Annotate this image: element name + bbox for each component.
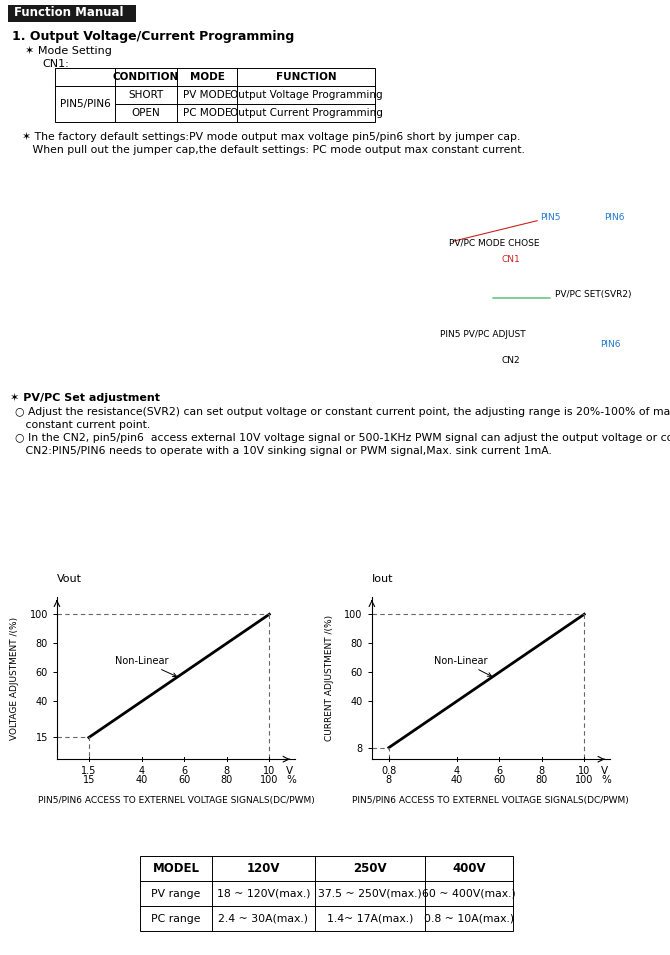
- Text: ✶ The factory default settings:PV mode output max voltage pin5/pin6 short by jum: ✶ The factory default settings:PV mode o…: [22, 132, 521, 142]
- Text: PV MODE: PV MODE: [183, 90, 231, 100]
- Text: CURRENT ADJUSTMENT /(%): CURRENT ADJUSTMENT /(%): [324, 615, 334, 741]
- Text: ✶ PV/PC Set adjustment: ✶ PV/PC Set adjustment: [10, 393, 160, 403]
- Text: PIN6: PIN6: [600, 340, 620, 349]
- Text: Non-Linear: Non-Linear: [434, 656, 492, 676]
- Text: 60: 60: [178, 775, 190, 785]
- Text: 60 ~ 400V(max.): 60 ~ 400V(max.): [422, 888, 516, 899]
- Text: 40: 40: [451, 775, 463, 785]
- Text: PIN5: PIN5: [540, 213, 561, 222]
- Text: 18 ~ 120V(max.): 18 ~ 120V(max.): [217, 888, 310, 899]
- Text: PV range: PV range: [151, 888, 201, 899]
- Text: 8: 8: [539, 767, 545, 776]
- Text: %: %: [286, 775, 296, 785]
- Text: CN1: CN1: [501, 255, 520, 264]
- Text: VOLTAGE ADJUSTMENT /(%): VOLTAGE ADJUSTMENT /(%): [9, 617, 19, 739]
- Text: MODEL: MODEL: [153, 862, 200, 875]
- Text: When pull out the jumper cap,the default settings: PC mode output max constant c: When pull out the jumper cap,the default…: [22, 145, 525, 155]
- Text: 100: 100: [575, 775, 594, 785]
- Text: PIN6: PIN6: [604, 213, 624, 222]
- Text: PIN5/PIN6 ACCESS TO EXTERNEL VOLTAGE SIGNALS(DC/PWM): PIN5/PIN6 ACCESS TO EXTERNEL VOLTAGE SIG…: [352, 796, 629, 804]
- Text: 250V: 250V: [353, 862, 387, 875]
- Text: 400V: 400V: [452, 862, 486, 875]
- Text: ○ Adjust the resistance(SVR2) can set output voltage or constant current point, : ○ Adjust the resistance(SVR2) can set ou…: [15, 407, 670, 417]
- Text: 2.4 ~ 30A(max.): 2.4 ~ 30A(max.): [218, 914, 308, 923]
- Text: 60: 60: [493, 775, 505, 785]
- Text: 6: 6: [496, 767, 502, 776]
- Text: 4: 4: [454, 767, 460, 776]
- Text: SHORT: SHORT: [129, 90, 163, 100]
- Text: V: V: [601, 767, 608, 776]
- Text: PV/PC MODE CHOSE: PV/PC MODE CHOSE: [449, 238, 539, 247]
- Text: MODE: MODE: [190, 72, 224, 82]
- Text: PIN5/PIN6 ACCESS TO EXTERNEL VOLTAGE SIGNALS(DC/PWM): PIN5/PIN6 ACCESS TO EXTERNEL VOLTAGE SIG…: [38, 796, 314, 804]
- Text: constant current point.: constant current point.: [15, 420, 150, 430]
- Text: 100: 100: [260, 775, 279, 785]
- Text: OPEN: OPEN: [131, 108, 160, 118]
- Text: Non-Linear: Non-Linear: [115, 656, 177, 676]
- Text: Iout: Iout: [372, 574, 393, 584]
- Text: FUNCTION: FUNCTION: [275, 72, 336, 82]
- Text: 120V: 120V: [247, 862, 280, 875]
- Text: CN2:PIN5/PIN6 needs to operate with a 10V sinking signal or PWM signal,Max. sink: CN2:PIN5/PIN6 needs to operate with a 10…: [15, 446, 552, 456]
- Text: Output Voltage Programming: Output Voltage Programming: [230, 90, 383, 100]
- Text: ○ In the CN2, pin5/pin6  access external 10V voltage signal or 500-1KHz PWM sign: ○ In the CN2, pin5/pin6 access external …: [15, 433, 670, 443]
- Text: 4: 4: [139, 767, 145, 776]
- Text: 0.8 ~ 10A(max.): 0.8 ~ 10A(max.): [424, 914, 514, 923]
- Text: ✶ Mode Setting: ✶ Mode Setting: [25, 46, 112, 56]
- Text: 1.5: 1.5: [81, 767, 96, 776]
- Text: PV/PC SET(SVR2): PV/PC SET(SVR2): [555, 290, 632, 299]
- Text: PC range: PC range: [151, 914, 201, 923]
- Text: CN1:: CN1:: [42, 59, 69, 69]
- Bar: [140, 856, 513, 931]
- Text: 1. Output Voltage/Current Programming: 1. Output Voltage/Current Programming: [12, 30, 294, 43]
- Text: 80: 80: [535, 775, 548, 785]
- Text: 8: 8: [224, 767, 230, 776]
- Text: 10: 10: [263, 767, 275, 776]
- Text: Output Current Programming: Output Current Programming: [230, 108, 383, 118]
- Text: 40: 40: [136, 775, 148, 785]
- Text: 1.4~ 17A(max.): 1.4~ 17A(max.): [327, 914, 413, 923]
- Text: Function Manual: Function Manual: [14, 6, 123, 18]
- Text: Vout: Vout: [57, 574, 82, 584]
- Text: 80: 80: [220, 775, 233, 785]
- Text: PIN5/PIN6: PIN5/PIN6: [60, 99, 111, 109]
- Text: 15: 15: [82, 775, 95, 785]
- Bar: [8, 5, 136, 22]
- Text: V: V: [286, 767, 293, 776]
- Text: CONDITION: CONDITION: [113, 72, 179, 82]
- Text: 8: 8: [386, 775, 392, 785]
- Text: PC MODE: PC MODE: [183, 108, 231, 118]
- Text: 37.5 ~ 250V(max.): 37.5 ~ 250V(max.): [318, 888, 422, 899]
- Bar: [55, 68, 375, 122]
- Text: 6: 6: [182, 767, 188, 776]
- Text: 10: 10: [578, 767, 590, 776]
- Text: CN2: CN2: [501, 356, 520, 365]
- Text: 0.8: 0.8: [381, 767, 397, 776]
- Text: PIN5 PV/PC ADJUST: PIN5 PV/PC ADJUST: [440, 330, 526, 339]
- Text: %: %: [601, 775, 611, 785]
